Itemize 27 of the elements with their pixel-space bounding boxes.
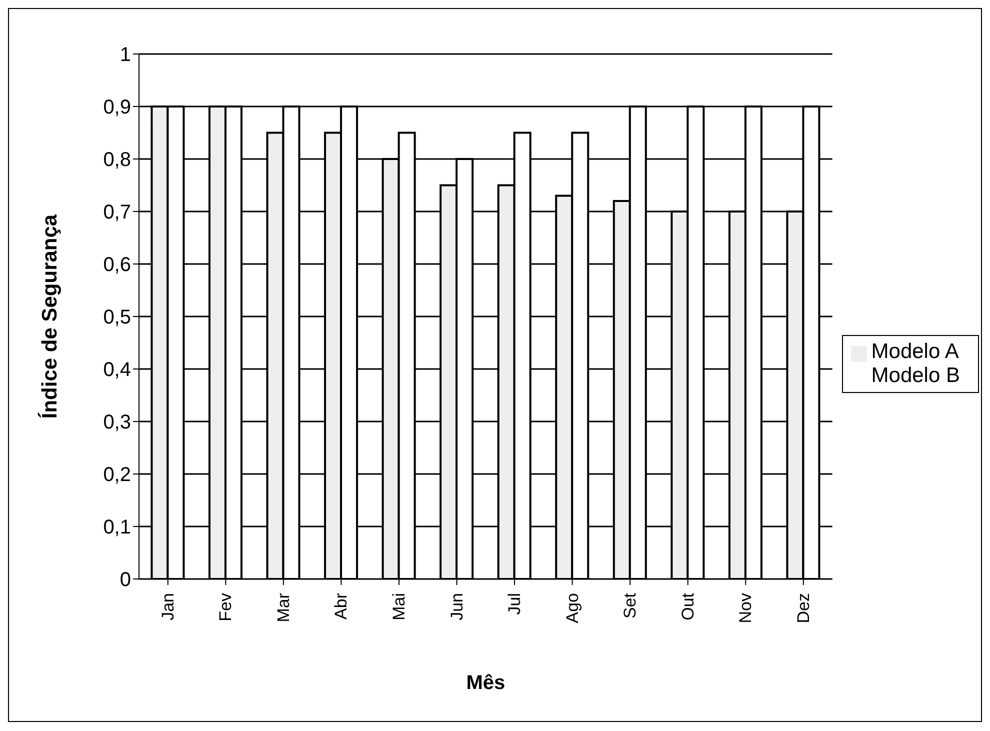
x-tick-label: Mar (274, 592, 293, 622)
y-tick-label: 0,1 (103, 516, 131, 539)
x-tick-label: Fev (216, 592, 236, 622)
y-tick-label: 0,7 (103, 202, 131, 224)
x-tick-label: Jun (447, 593, 466, 620)
x-tick-label: Dez (794, 593, 813, 624)
x-tick-label: Jul (505, 593, 524, 615)
x-axis-title: Mês (466, 672, 506, 694)
x-tick-label: Set (620, 592, 640, 619)
x-tick-label: Mai (389, 593, 408, 620)
y-tick-label: 1 (120, 44, 131, 66)
y-tick-label: 0,3 (103, 412, 131, 434)
text: Modelo B (871, 364, 960, 387)
y-tick-label: 0,2 (103, 464, 131, 486)
y-tick-label: 0,6 (103, 254, 131, 276)
y-tick-label: 0,4 (103, 359, 131, 382)
y-tick-label: 0,9 (103, 96, 131, 119)
y-tick-label: 0,8 (103, 149, 131, 172)
x-tick-label: Abr (332, 592, 351, 620)
x-tick-label: Nov (736, 592, 756, 624)
y-axis-title: Índice de Segurança (37, 214, 62, 419)
y-tick-label: 0,5 (103, 306, 131, 329)
x-tick-label: Out (678, 592, 698, 620)
legend-label: Modelo A (871, 340, 959, 363)
x-tick-label: Ago (562, 593, 582, 624)
x-tick-label: Jan (158, 593, 178, 620)
y-tick-label: 0 (120, 569, 131, 592)
